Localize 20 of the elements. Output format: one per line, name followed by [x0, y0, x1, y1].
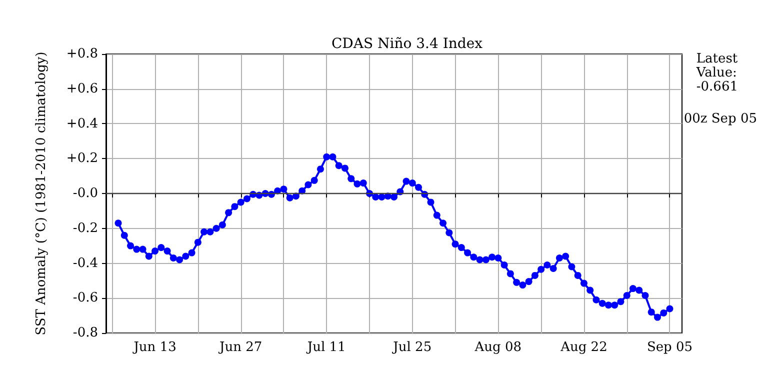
y-tick-label: -0.6	[72, 290, 98, 306]
x-tick-label: Jul 11	[305, 340, 346, 355]
y-tick-label: -0.2	[72, 220, 98, 236]
y-tick-label: +0.4	[66, 116, 98, 132]
chart-title: CDAS Niño 3.4 Index	[331, 36, 483, 52]
y-tick-label: -0.4	[72, 256, 98, 271]
y-tick-label: +0.6	[66, 81, 98, 96]
x-tick-label: Jun 13	[132, 340, 176, 355]
x-tick-label: Jun 27	[217, 340, 262, 355]
x-tick-label: Aug 08	[474, 340, 522, 355]
text: 00z Sep 05	[684, 112, 758, 126]
text: Latest Value: -0.661	[695, 52, 738, 94]
y-tick-label: +0.2	[66, 151, 98, 166]
y-tick-label: -0.8	[72, 326, 98, 340]
x-tick-label: Jul 25	[391, 340, 432, 355]
x-tick-label: Aug 22	[560, 340, 608, 355]
y-axis-title: SST Anomaly (°C) (1981-2010 climatology)	[34, 52, 49, 336]
x-tick-label: Sep 05	[646, 340, 693, 355]
y-tick-label: -0.0	[72, 186, 98, 201]
y-tick-label: +0.8	[66, 46, 98, 62]
